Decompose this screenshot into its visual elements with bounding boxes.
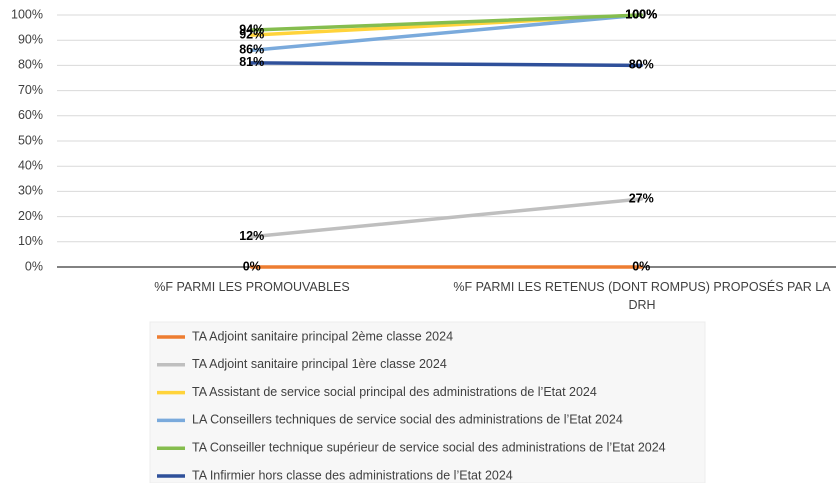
data-label: 86% xyxy=(239,43,264,57)
series-line xyxy=(250,13,643,53)
legend-label: TA Assistant de service social principal… xyxy=(192,385,597,399)
y-tick-label: 20% xyxy=(18,209,43,223)
y-tick-label: 50% xyxy=(18,133,43,147)
y-tick-label: 70% xyxy=(18,83,43,97)
y-tick-label: 0% xyxy=(25,259,43,273)
data-label: 27% xyxy=(629,191,654,205)
y-tick-label: 30% xyxy=(18,184,43,198)
y-tick-label: 90% xyxy=(18,32,43,46)
data-label: 94% xyxy=(239,22,264,36)
data-label: 0% xyxy=(632,259,650,273)
series-line xyxy=(250,61,643,68)
y-tick-label: 10% xyxy=(18,234,43,248)
x-tick-label: %F PARMI LES PROMOUVABLES xyxy=(154,280,350,294)
data-label: 81% xyxy=(239,55,264,69)
legend-label: TA Adjoint sanitaire principal 1ère clas… xyxy=(192,357,447,371)
y-tick-label: 80% xyxy=(18,58,43,72)
legend-label: TA Infirmier hors classe des administrat… xyxy=(192,468,513,482)
series-line xyxy=(250,197,643,239)
data-label: 100% xyxy=(625,7,657,21)
y-tick-label: 40% xyxy=(18,158,43,172)
data-label: 12% xyxy=(239,229,264,243)
data-label: 100% xyxy=(625,7,657,21)
data-label: 0% xyxy=(243,259,261,273)
data-label: 80% xyxy=(629,58,654,72)
y-tick-label: 60% xyxy=(18,108,43,122)
legend-label: LA Conseillers techniques de service soc… xyxy=(192,413,623,427)
legend-label: TA Adjoint sanitaire principal 2ème clas… xyxy=(192,329,453,343)
legend-box xyxy=(149,321,706,483)
series-line xyxy=(250,13,643,32)
data-label: 92% xyxy=(239,27,264,41)
data-label: 100% xyxy=(625,7,657,21)
x-tick-label: %F PARMI LES RETENUS (DONT ROMPUS) PROPO… xyxy=(453,280,831,312)
legend-label: TA Conseiller technique supérieur de ser… xyxy=(192,440,666,454)
y-tick-label: 100% xyxy=(11,7,43,21)
